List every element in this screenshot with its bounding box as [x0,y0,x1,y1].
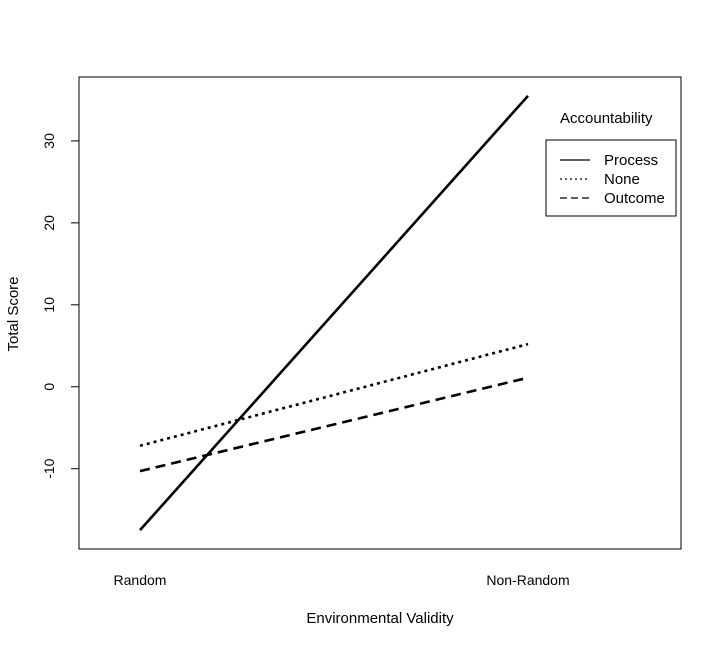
x-tick-label: Random [114,572,167,588]
y-tick-label: 10 [41,297,57,313]
series-line-process [139,94,529,532]
y-tick-label: 30 [41,133,57,149]
y-tick-label: 0 [41,383,57,391]
series-line-none [139,342,529,448]
y-tick-label: 20 [41,215,57,231]
x-tick-label: Non-Random [486,572,569,588]
legend: Accountability Process None Outcome [545,110,677,217]
legend-box [545,139,677,217]
x-axis: Random Non-Random [114,572,570,588]
legend-label-process: Process [604,152,658,169]
plot-frame [78,76,682,550]
legend-title: Accountability [560,110,653,127]
series-lines [139,94,529,532]
y-tick-label: -10 [41,458,57,478]
legend-label-none: None [604,171,640,188]
series-line-outcome [139,376,529,473]
y-axis: -10 0 10 20 30 [41,133,80,479]
x-axis-label: Environmental Validity [306,610,454,627]
legend-label-outcome: Outcome [604,190,665,207]
y-axis-label: Total Score [5,276,22,351]
